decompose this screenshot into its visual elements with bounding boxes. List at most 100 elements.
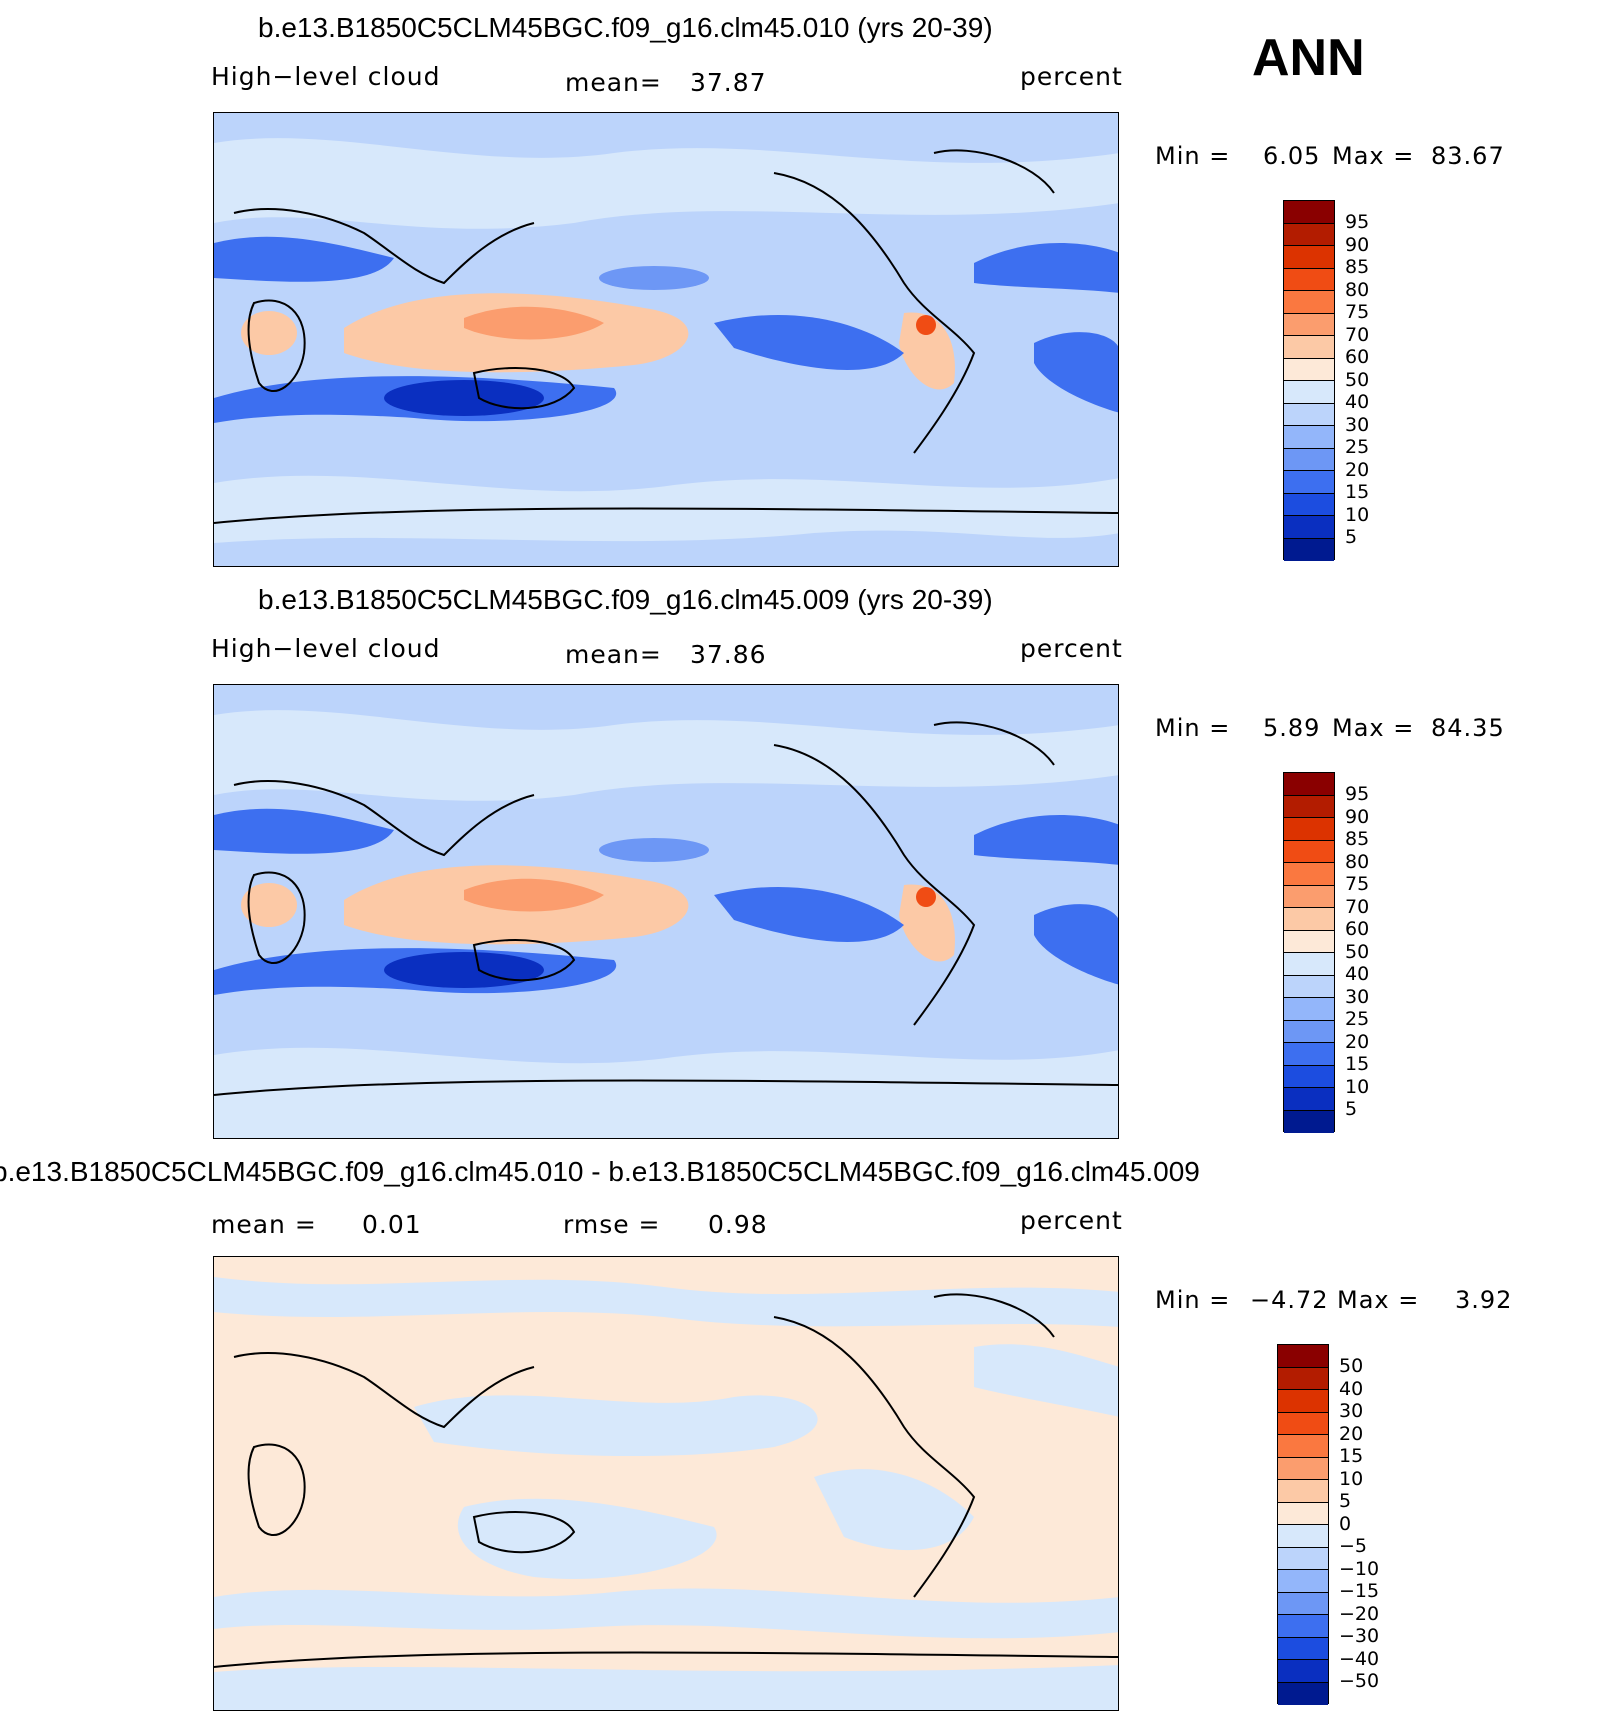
contour-australia-min [384, 952, 544, 988]
panel-title: b.e13.B1850C5CLM45BGC.f09_g16.clm45.010 … [0, 1156, 1200, 1187]
contour-andes-peak [916, 315, 936, 335]
panel-title: b.e13.B1850C5CLM45BGC.f09_g16.clm45.009 … [258, 584, 993, 615]
colorbar-swatch [1284, 1020, 1334, 1043]
mean-label: mean= [565, 640, 662, 669]
units-label: percent [1020, 62, 1123, 91]
coastlines [214, 149, 1118, 524]
contour-band-south [214, 1047, 1118, 1138]
colorbar-swatch [1284, 516, 1334, 539]
colorbar-swatch [1278, 1480, 1328, 1503]
colorbar-swatch [1278, 1457, 1328, 1480]
contour-band-north [214, 710, 1118, 801]
variable-label: High−level cloud [211, 62, 441, 91]
colorbar-swatch [1284, 448, 1334, 471]
colorbar-label: −15 [1339, 1580, 1380, 1602]
coastline-australia [472, 939, 576, 982]
colorbar-label: 85 [1345, 256, 1370, 278]
min-label: Min = [1155, 1286, 1231, 1314]
colorbar-swatch [1284, 930, 1334, 953]
colorbar-swatch [1284, 773, 1334, 796]
colorbar-box [1283, 200, 1335, 561]
colorbar-label: −5 [1339, 1535, 1368, 1557]
contour-east-pacific-low [714, 886, 904, 942]
colorbar-label: 20 [1339, 1422, 1364, 1445]
contour-neg-band-6 [214, 1665, 1118, 1710]
colorbar-label: 90 [1345, 233, 1370, 256]
colorbar-swatch [1278, 1435, 1328, 1458]
colorbar-swatch [1284, 840, 1334, 863]
colorbar-label: 15 [1339, 1445, 1364, 1467]
contour-south-atlantic-low [1034, 904, 1118, 985]
contour-east-pacific-low [714, 314, 904, 370]
coastline-greenland [933, 1293, 1055, 1338]
colorbar-swatch [1278, 1502, 1328, 1525]
colorbar-swatch [1284, 223, 1334, 246]
colorbar-label: 50 [1345, 940, 1370, 963]
colorbar-swatch [1284, 998, 1334, 1021]
colorbar-label: 70 [1345, 323, 1370, 346]
colorbar-label: 75 [1345, 873, 1370, 895]
colorbar-swatch [1278, 1367, 1328, 1390]
colorbar-swatch [1284, 818, 1334, 841]
coastline-eurasia [233, 780, 535, 857]
colorbar-label: 50 [1345, 368, 1370, 391]
colorbar-swatch [1278, 1660, 1328, 1683]
colorbar-swatch [1284, 358, 1334, 381]
colorbar-swatch [1284, 1065, 1334, 1088]
colorbar-label: 40 [1339, 1377, 1364, 1400]
colorbar-swatch [1284, 863, 1334, 886]
colorbar-swatch [1284, 201, 1334, 224]
colorbar-swatch [1284, 908, 1334, 931]
contour-neg-band-7 [974, 1344, 1118, 1417]
colorbar-label: 85 [1345, 828, 1370, 850]
colorbar-swatch [1284, 381, 1334, 404]
coastline-antarctica [214, 507, 1118, 524]
contour-neg-band-3 [457, 1498, 717, 1579]
colorbar-swatch [1278, 1615, 1328, 1638]
colorbar-label: −40 [1339, 1647, 1380, 1670]
colorbar-label: 40 [1345, 963, 1370, 985]
contour-neg-band-2 [414, 1395, 818, 1457]
colorbar-label: 95 [1345, 783, 1370, 805]
colorbar-label: 25 [1345, 1008, 1370, 1030]
colorbar-swatch [1278, 1390, 1328, 1413]
colorbar-label: 5 [1345, 526, 1358, 548]
coastlines [214, 721, 1118, 1096]
rmse-label: rmse = [563, 1210, 661, 1239]
colorbar-swatch [1284, 1088, 1334, 1111]
contour-atlantic-low [974, 815, 1118, 865]
contour-neg-band-5 [214, 1588, 1118, 1639]
coastline-greenland [933, 721, 1055, 766]
contour-north-pacific-low [599, 266, 709, 290]
colorbar-swatch [1284, 403, 1334, 426]
colorbar-label: 30 [1345, 985, 1370, 1008]
colorbar-label: −10 [1339, 1557, 1380, 1580]
colorbar-label: 0 [1339, 1512, 1352, 1535]
coastline-americas [773, 1316, 976, 1598]
contour-atlantic-low [974, 243, 1118, 293]
colorbar-label: 20 [1345, 1030, 1370, 1053]
colorbar-swatch [1284, 538, 1334, 561]
min-value: 6.05 [1263, 142, 1321, 170]
colorbar-swatch [1284, 426, 1334, 449]
colorbar-swatch [1284, 291, 1334, 314]
coastline-africa [247, 299, 306, 393]
map-panel-2 [213, 684, 1119, 1139]
contour-band-antarctic [214, 530, 1118, 566]
colorbar-swatch [1284, 1110, 1334, 1133]
colorbar-swatch [1278, 1412, 1328, 1435]
mean-label: mean= [565, 68, 662, 97]
contour-africa-warm [241, 883, 297, 927]
colorbar-swatch [1278, 1547, 1328, 1570]
coastline-antarctica [214, 1651, 1118, 1668]
season-label: ANN [1252, 29, 1365, 87]
colorbar-label: 10 [1345, 1075, 1370, 1098]
colorbar-label: 25 [1345, 436, 1370, 458]
max-label: Max = [1332, 142, 1415, 170]
mean-value: 0.01 [362, 1210, 422, 1239]
contour-south-atlantic-low [1034, 332, 1118, 413]
rmse-value: 0.98 [708, 1210, 768, 1239]
colorbar-swatch [1284, 313, 1334, 336]
contour-amazon-warm [899, 884, 955, 962]
colorbar-swatch [1278, 1682, 1328, 1705]
